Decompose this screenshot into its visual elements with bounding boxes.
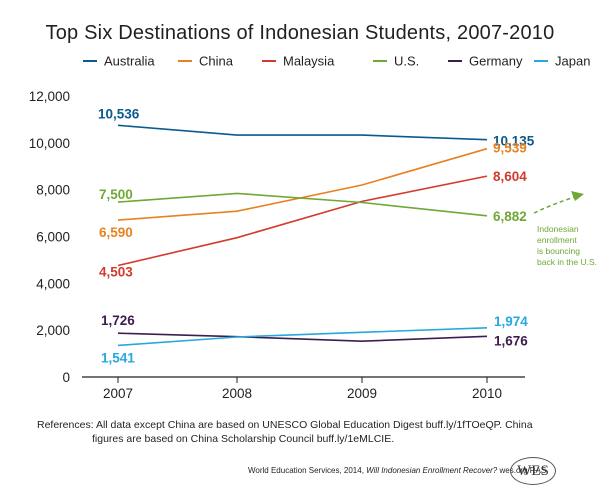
references: References: All data except China are ba… <box>37 418 577 446</box>
wes-logo: WES <box>510 457 556 485</box>
data-label-malaysia: 8,604 <box>493 169 527 184</box>
y-tick-label: 0 <box>62 370 70 385</box>
y-tick-label: 10,000 <box>29 136 70 151</box>
data-label-malaysia: 4,503 <box>99 265 133 280</box>
data-label-china: 6,590 <box>99 225 133 240</box>
legend-label-japan: Japan <box>555 54 590 69</box>
data-label-germany: 1,726 <box>101 313 135 328</box>
axes: 0 2,000 4,000 6,000 8,000 10,000 12,000 2007 200… <box>29 89 525 401</box>
credit-article-title: Will Indonesian Enrollment Recover? <box>366 466 498 475</box>
legend-label-australia: Australia <box>104 54 155 69</box>
y-tick-label: 8,000 <box>36 183 70 198</box>
legend-label-malaysia: Malaysia <box>283 54 335 69</box>
annotation-arrow <box>533 195 579 214</box>
series-line-us <box>117 192 488 217</box>
y-tick-label: 12,000 <box>29 89 70 104</box>
series-line-germany <box>117 332 488 343</box>
data-labels: 10,536 10,135 6,590 9,539 4,503 8,604 7,500 6,8… <box>98 106 535 365</box>
series-line-malaysia <box>117 175 488 267</box>
data-label-japan: 1,541 <box>101 350 135 365</box>
data-label-us: 7,500 <box>99 187 133 202</box>
y-tick-label: 6,000 <box>36 230 70 245</box>
data-label-germany: 1,676 <box>494 333 528 348</box>
legend-label-us: U.S. <box>394 54 419 69</box>
x-tick-label: 2010 <box>472 386 502 401</box>
x-tick-label: 2009 <box>347 386 377 401</box>
annotation-text-line: is bouncing <box>537 246 580 256</box>
x-tick-label: 2007 <box>103 386 133 401</box>
series-line-australia <box>117 124 488 141</box>
data-label-china: 9,539 <box>493 141 527 156</box>
credit-org: World Education Services, 2014, <box>248 466 364 475</box>
legend: Australia China Malaysia U.S. Germany Japan <box>83 54 590 69</box>
y-tick-label: 4,000 <box>36 276 70 291</box>
references-line-1: References: All data except China are ba… <box>37 419 533 431</box>
annotation-text-line: Indonesian <box>537 224 579 234</box>
series-line-japan <box>117 327 488 347</box>
legend-label-germany: Germany <box>469 54 523 69</box>
annotation-text-line: back in the U.S. <box>537 257 597 267</box>
data-label-japan: 1,974 <box>494 314 528 329</box>
data-label-us: 6,882 <box>493 209 527 224</box>
data-label-australia: 10,536 <box>98 106 140 121</box>
source-credit: World Education Services, 2014, Will Ind… <box>248 466 546 475</box>
annotation-text-line: enrollment <box>537 235 577 245</box>
chart-title: Top Six Destinations of Indonesian Stude… <box>45 22 555 44</box>
references-line-2: figures are based on China Scholarship C… <box>92 433 395 445</box>
legend-label-china: China <box>199 54 234 69</box>
data-label-australia: 10,135 <box>493 134 535 149</box>
annotation-arrowhead <box>571 191 584 201</box>
series-lines <box>117 124 488 347</box>
y-tick-label: 2,000 <box>36 323 70 338</box>
x-tick-label: 2008 <box>222 386 252 401</box>
